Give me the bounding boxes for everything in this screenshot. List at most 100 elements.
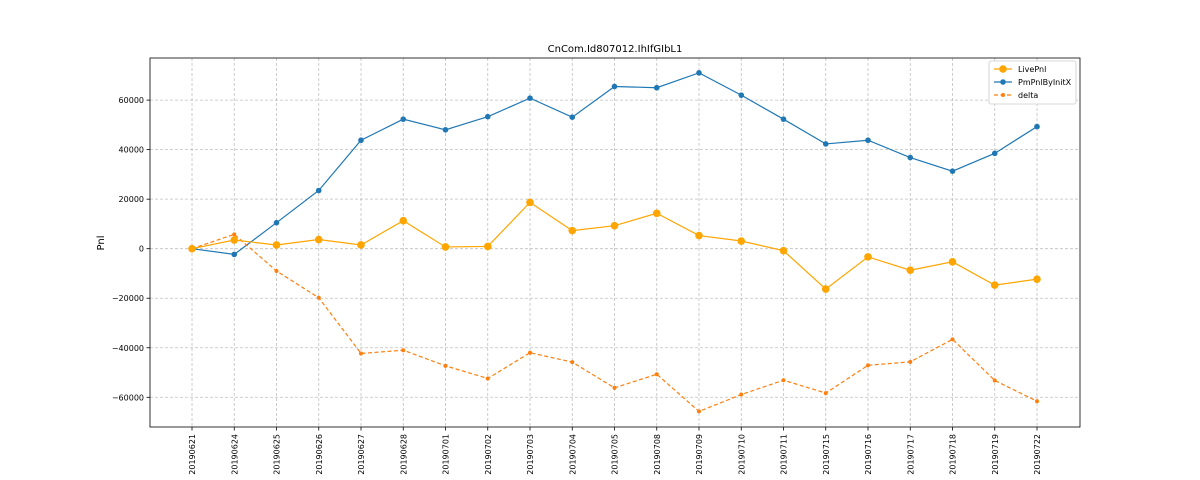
data-point-PmPnlByInitX — [653, 84, 660, 91]
legend-label-PmPnlByInitX: PmPnlByInitX — [1018, 78, 1072, 87]
x-tick-label: 20190715 — [822, 434, 831, 475]
data-point-LivePnl — [864, 253, 872, 261]
data-point-LivePnl — [737, 237, 746, 245]
data-point-delta — [570, 360, 575, 365]
data-point-delta — [274, 268, 279, 273]
x-tick-label: 20190624 — [230, 434, 239, 475]
x-tick-label: 20190716 — [864, 434, 873, 475]
legend-marker-PmPnlByInitX — [1000, 79, 1006, 85]
legend-marker-delta — [1001, 93, 1005, 97]
x-tick-label: 20190702 — [484, 434, 493, 475]
plot-frame — [149, 57, 1081, 428]
data-point-delta — [401, 348, 406, 353]
x-tick-label: 20190718 — [949, 434, 958, 475]
x-tick-label: 20190621 — [188, 434, 197, 475]
y-tick-label: 0 — [139, 245, 144, 254]
data-point-delta — [654, 372, 659, 377]
data-point-LivePnl — [188, 244, 196, 253]
data-point-delta — [485, 376, 490, 381]
x-tick-label: 20190722 — [1033, 434, 1042, 475]
x-tick-label: 20190719 — [991, 434, 1000, 475]
data-point-PmPnlByInitX — [358, 137, 364, 144]
chart-title: CnCom.Id807012.IhIfGIbL1 — [548, 44, 683, 55]
data-point-delta — [316, 295, 321, 300]
data-point-delta — [739, 392, 744, 397]
x-tick-label: 20190626 — [315, 434, 324, 475]
data-point-LivePnl — [821, 285, 830, 293]
data-point-LivePnl — [441, 243, 450, 251]
legend-marker-LivePnl — [999, 65, 1007, 73]
data-point-delta — [866, 363, 870, 368]
data-point-PmPnlByInitX — [273, 219, 280, 226]
data-point-LivePnl — [357, 241, 365, 249]
legend-label-delta: delta — [1018, 91, 1038, 100]
x-tick-label: 20190628 — [399, 434, 408, 475]
x-tick-label: 20190708 — [653, 434, 662, 475]
y-tick-label: 20000 — [119, 195, 144, 204]
y-axis-label: Pnl — [96, 236, 107, 251]
data-point-LivePnl — [652, 209, 661, 218]
y-tick-label: 60000 — [119, 96, 144, 105]
data-point-LivePnl — [990, 281, 999, 289]
data-point-LivePnl — [399, 216, 408, 225]
y-tick-label: −40000 — [112, 344, 144, 353]
data-point-LivePnl — [526, 198, 534, 207]
data-point-LivePnl — [230, 236, 239, 244]
legend-frame — [988, 60, 1077, 105]
data-point-PmPnlByInitX — [231, 251, 238, 258]
data-point-PmPnlByInitX — [315, 187, 322, 194]
data-point-LivePnl — [314, 235, 323, 244]
data-point-PmPnlByInitX — [907, 154, 914, 161]
data-point-delta — [443, 363, 448, 368]
data-point-LivePnl — [272, 241, 281, 249]
legend-label-LivePnl: LivePnl — [1018, 65, 1046, 74]
x-tick-label: 20190704 — [568, 434, 577, 475]
x-tick-label: 20190710 — [737, 434, 746, 475]
y-tick-label: −20000 — [112, 294, 144, 303]
data-point-PmPnlByInitX — [865, 137, 871, 144]
data-point-delta — [950, 337, 955, 342]
series-layer — [188, 70, 1041, 414]
y-tick-label: −60000 — [112, 393, 144, 402]
x-tick-label: 20190701 — [442, 434, 451, 475]
data-point-LivePnl — [779, 246, 788, 255]
data-point-PmPnlByInitX — [611, 83, 618, 90]
data-point-PmPnlByInitX — [949, 168, 956, 174]
data-point-LivePnl — [483, 242, 492, 251]
data-point-delta — [823, 391, 828, 396]
data-point-PmPnlByInitX — [484, 113, 491, 120]
data-point-PmPnlByInitX — [780, 116, 787, 122]
legend: LivePnl PmPnlByInitX delta — [988, 60, 1077, 105]
data-point-PmPnlByInitX — [1034, 123, 1040, 130]
data-point-delta — [1035, 399, 1039, 404]
data-point-PmPnlByInitX — [696, 70, 702, 76]
data-point-delta — [232, 232, 237, 237]
data-point-LivePnl — [695, 231, 703, 240]
x-axis: 20190621 20190624 20190625 20190626 20190627… — [188, 427, 1042, 475]
data-point-PmPnlByInitX — [527, 95, 533, 101]
data-point-PmPnlByInitX — [569, 114, 576, 120]
x-tick-label: 20190625 — [273, 434, 282, 475]
data-point-LivePnl — [610, 221, 619, 230]
data-point-LivePnl — [948, 258, 957, 266]
data-point-PmPnlByInitX — [738, 92, 745, 98]
y-axis: −60000 −40000 −20000 0 20000 40000 60000 — [112, 96, 150, 402]
x-tick-label: 20190705 — [611, 434, 620, 475]
data-point-PmPnlByInitX — [822, 141, 829, 147]
data-point-delta — [612, 385, 617, 390]
x-tick-label: 20190709 — [695, 434, 704, 475]
data-point-LivePnl — [906, 266, 915, 275]
data-point-delta — [992, 378, 997, 383]
x-tick-label: 20190703 — [526, 434, 535, 475]
y-tick-label: 40000 — [119, 146, 144, 155]
data-point-PmPnlByInitX — [442, 127, 449, 133]
data-point-PmPnlByInitX — [991, 150, 998, 157]
data-point-LivePnl — [568, 226, 577, 235]
x-tick-label: 20190717 — [906, 434, 915, 475]
data-point-delta — [781, 378, 786, 383]
data-point-delta — [697, 409, 701, 414]
data-point-delta — [908, 359, 913, 364]
data-point-LivePnl — [1033, 275, 1041, 283]
data-point-delta — [528, 350, 532, 355]
